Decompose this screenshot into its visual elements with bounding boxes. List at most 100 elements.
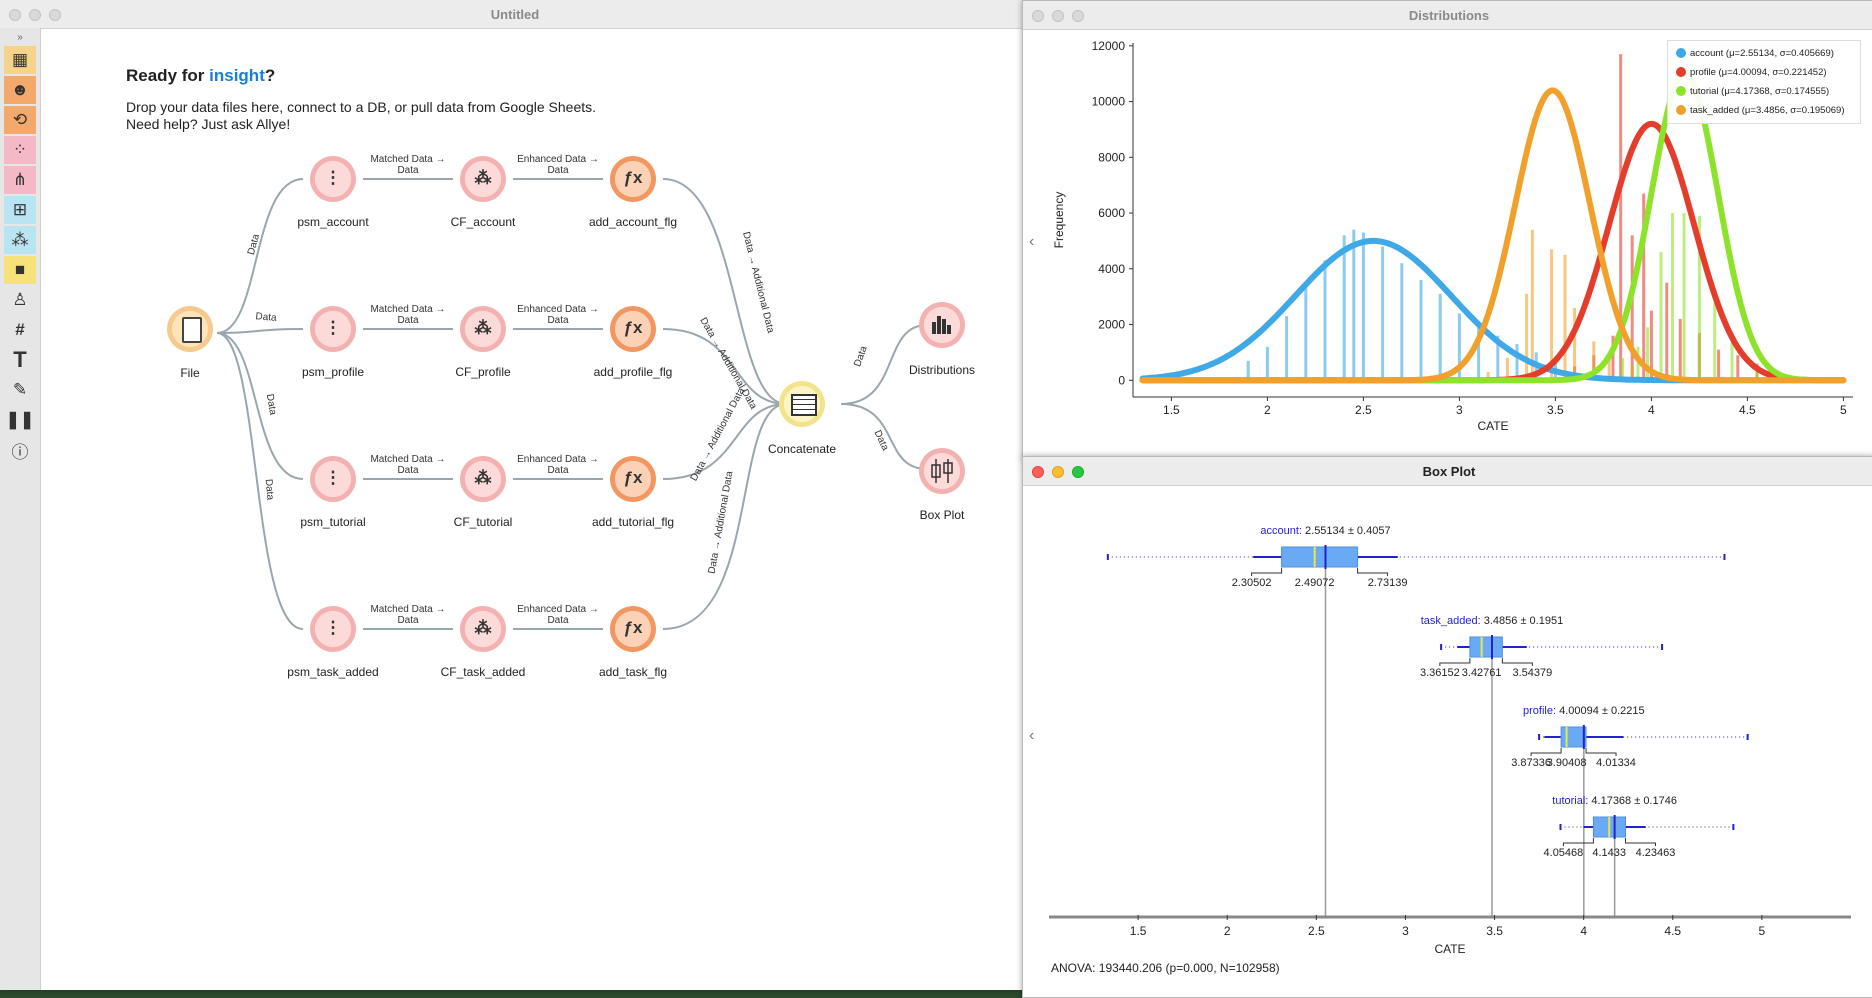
minimize-button[interactable] [1052,10,1064,22]
minimize-button[interactable] [29,9,41,21]
workflow-links [216,178,928,630]
x-tick-label: 1.5 [1163,403,1180,417]
link-file-psm-tutorial[interactable] [216,332,304,480]
psm-profile-node[interactable]: ⋮ [310,306,356,352]
cluster-icon[interactable]: ⁂ [4,226,36,254]
pen-icon[interactable]: ✎ [12,380,28,399]
tree-icon[interactable]: ⋔ [4,166,36,194]
link-concat-distributions[interactable] [840,324,928,405]
quartile-connector [1501,658,1533,666]
table-icon[interactable]: ▦ [4,46,36,74]
cube-icon[interactable]: ■ [4,256,36,284]
add-account-node[interactable]: ƒx [610,156,656,202]
x-axis-label: CATE [1434,942,1465,956]
distributions-node[interactable] [919,302,965,348]
iqr-box [1469,636,1503,658]
x-tick-label: 5 [1840,403,1847,417]
histogram-bar [1496,335,1500,381]
close-button[interactable] [1032,466,1044,478]
histogram-bar [1438,293,1442,381]
chart-legend: account (μ=2.55134, σ=0.405669) profile (… [1667,40,1861,124]
close-button[interactable] [9,9,21,21]
histogram-bar [1717,349,1721,381]
transform-icon[interactable]: ⟲ [4,106,36,134]
histogram-bar [1530,229,1534,381]
node-label-distributions: Distributions [908,363,976,377]
link-add-profile-concat[interactable] [662,328,787,405]
node-label-cf-task: CF_task_added [440,665,526,679]
psm-account-node[interactable]: ⋮ [310,156,356,202]
node-label-cf-account: CF_account [450,215,516,229]
quartile-label: 3.54379 [1512,667,1552,679]
psm-tutorial-node[interactable]: ⋮ [310,456,356,502]
y-tick-label: 6000 [1098,206,1125,220]
distributions-window: Distributions ‹ 0 2000 4000 6000 8000 10000 12… [1022,0,1872,460]
x-tick-label: 4 [1648,403,1655,417]
zoom-button[interactable] [49,9,61,21]
cf-task-node[interactable]: ⁂ [460,606,506,652]
concatenate-node[interactable] [779,381,825,427]
edge-label-enhanced: Enhanced Data → Data [517,454,599,476]
quartile-label: 3.90408 [1547,757,1587,769]
x-tick-label: 4.5 [1739,403,1756,417]
pause-icon[interactable]: ❚❚ [5,410,35,429]
welcome-title: Ready for insight? [126,66,276,85]
text-icon[interactable]: T [13,347,27,372]
psm-icon: ⋮ [324,468,342,487]
iqr-box [1560,726,1587,748]
histogram-bar [1646,327,1650,381]
edge-label-matched: Matched Data → Data [370,154,446,176]
node-label-add-tutorial: add_tutorial_flg [591,515,675,529]
tree-model-icon: ⁂ [474,618,492,637]
add-tutorial-node[interactable]: ƒx [610,456,656,502]
zoom-button[interactable] [1072,10,1084,22]
avatar-icon[interactable]: ☻ [4,76,36,104]
edge-label-matched: Matched Data → Data [370,604,446,626]
link-file-psm-task[interactable] [216,332,304,630]
zoom-button[interactable] [1072,466,1084,478]
histogram-bar [1381,246,1385,381]
hash-icon[interactable]: # [15,320,25,339]
x-tick-label: 2 [1224,924,1231,938]
link-add-task-concat[interactable] [662,403,787,630]
workflow-canvas[interactable]: Ready for insight? Drop your data files … [41,29,1030,990]
grid-icon[interactable]: ⊞ [4,196,36,224]
x-tick-label: 5 [1759,924,1766,938]
collapse-panel-icon[interactable]: ‹ [1029,727,1035,744]
node-label-file: File [180,366,200,380]
file-node[interactable] [167,306,213,352]
link-concat-boxplot[interactable] [840,403,928,470]
title-bar: Box Plot [1023,457,1872,486]
add-task-node[interactable]: ƒx [610,606,656,652]
link-file-psm-profile[interactable] [216,328,304,334]
person-icon[interactable]: ♙ [12,290,28,309]
add-profile-node[interactable]: ƒx [610,306,656,352]
quartile-label: 3.36152 [1420,667,1460,679]
formula-icon: ƒx [623,618,643,637]
x-tick-label: 3.5 [1486,924,1503,938]
link-add-account-concat[interactable] [662,178,787,405]
boxplot-window: Box Plot ‹ account: 2.55134 ± 0.4057 2.30… [1022,456,1872,998]
close-button[interactable] [1032,10,1044,22]
collapse-panel-icon[interactable]: ‹ [1029,233,1035,250]
quartile-connector [1357,568,1389,576]
quartile-label: 4.23463 [1636,847,1676,859]
box-title: task_added: 3.4856 ± 0.1951 [1421,615,1563,627]
expand-icon[interactable]: » [17,31,23,43]
formula-icon: ƒx [623,318,643,337]
minimize-button[interactable] [1052,466,1064,478]
boxplot-node[interactable] [919,448,965,494]
link-add-tutorial-concat[interactable] [662,403,787,480]
histogram-bar [1736,355,1740,381]
box-title: tutorial: 4.17368 ± 0.1746 [1552,795,1677,807]
distributions-plot: 0 2000 4000 6000 8000 10000 12000 1.5 2 2.5 3 3.5 4 4… [1052,39,1853,433]
cf-profile-node[interactable]: ⁂ [460,306,506,352]
title-bar: Distributions [1023,1,1872,30]
link-file-psm-account[interactable] [216,178,304,334]
scatter-icon[interactable]: ⁘ [4,136,36,164]
psm-task-node[interactable]: ⋮ [310,606,356,652]
quartile-connector [1562,838,1594,846]
help-icon[interactable]: ⓘ [11,442,29,462]
cf-account-node[interactable]: ⁂ [460,156,506,202]
cf-tutorial-node[interactable]: ⁂ [460,456,506,502]
